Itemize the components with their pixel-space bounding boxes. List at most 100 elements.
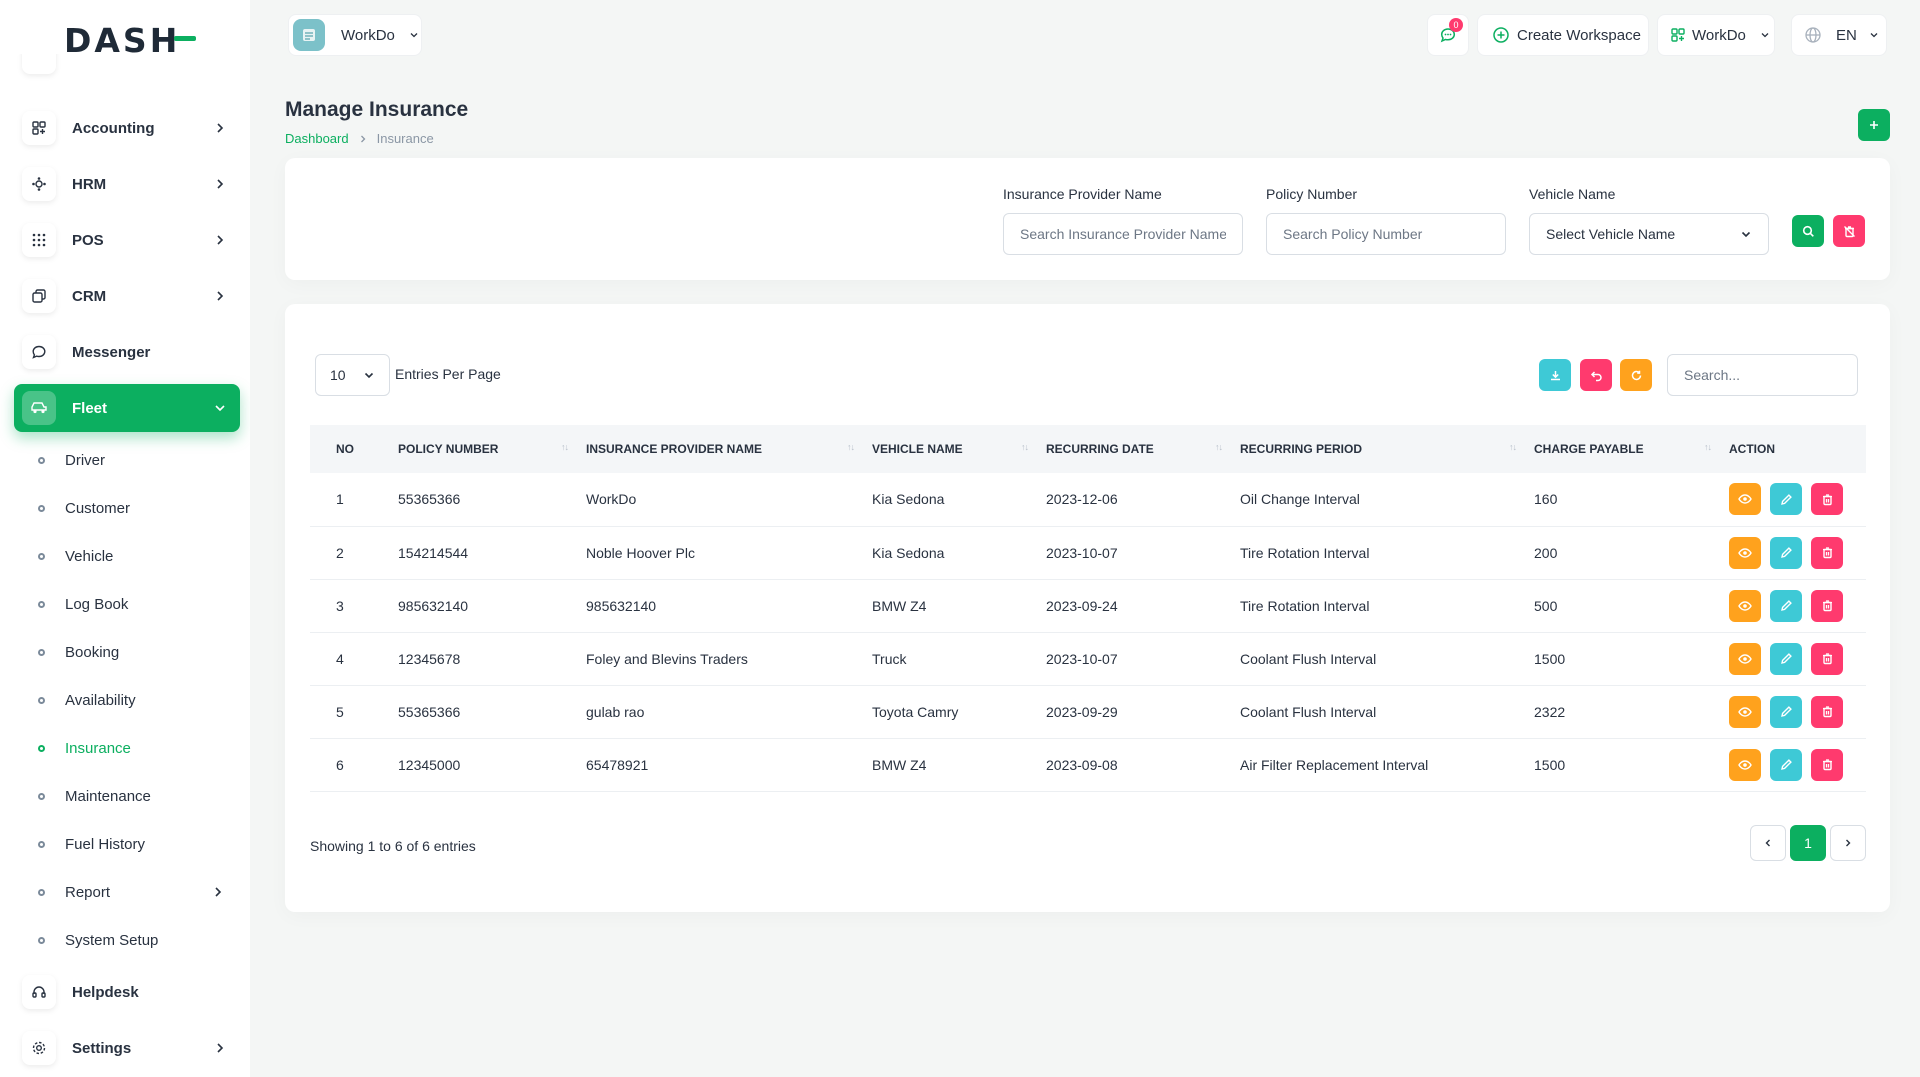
bullet-icon [38, 504, 45, 512]
reset-filter-button[interactable] [1833, 215, 1865, 247]
bullet-icon [38, 792, 45, 800]
search-icon [1802, 225, 1814, 237]
sidebar-subitem-report[interactable]: Report [38, 877, 238, 907]
pagination-page-button[interactable]: 1 [1790, 825, 1826, 861]
edit-button[interactable] [1770, 642, 1802, 675]
sidebar-subitem-system-setup[interactable]: System Setup [38, 925, 238, 955]
sidebar-subitem-insurance[interactable]: Insurance [38, 733, 238, 763]
view-button[interactable] [1729, 536, 1761, 569]
cell-policy-number: 55365366 [398, 685, 586, 739]
page-title: Manage Insurance [285, 98, 469, 121]
sidebar-subitem-fuel-history[interactable]: Fuel History [38, 829, 238, 859]
edit-button[interactable] [1770, 695, 1802, 728]
cell-policy-number: 154214544 [398, 526, 586, 580]
delete-button[interactable] [1811, 642, 1843, 675]
column-header-recurring-period[interactable]: RECURRING PERIOD ↑↓ [1240, 425, 1534, 473]
sidebar-item-settings[interactable]: Settings [14, 1024, 240, 1072]
delete-button[interactable] [1811, 589, 1843, 622]
sidebar-item-hrm[interactable]: HRM [14, 160, 240, 208]
pagination-next-button[interactable] [1830, 825, 1866, 861]
sort-icon: ↑↓ [561, 442, 569, 452]
sidebar-item-label: Messenger [72, 343, 151, 361]
cell-vehicle: Kia Sedona [872, 526, 1046, 580]
delete-button[interactable] [1811, 695, 1843, 728]
sidebar-subitem-label: Availability [65, 691, 136, 709]
cell-recurring-date: 2023-09-29 [1046, 685, 1240, 739]
table-search-input[interactable] [1667, 354, 1858, 396]
chat-icon [1440, 28, 1456, 43]
view-button[interactable] [1729, 483, 1761, 516]
pencil-icon [1780, 653, 1792, 664]
breadcrumb-home[interactable]: Dashboard [285, 131, 349, 146]
undo-button[interactable] [1580, 359, 1612, 391]
cell-no: 1 [310, 473, 398, 527]
cell-actions [1729, 526, 1866, 580]
chevron-right-icon [217, 123, 224, 133]
delete-button[interactable] [1811, 536, 1843, 569]
edit-button[interactable] [1770, 589, 1802, 622]
sort-icon: ↑↓ [847, 442, 855, 452]
sidebar-item-fleet[interactable]: Fleet [14, 384, 240, 432]
view-button[interactable] [1729, 748, 1761, 781]
chevron-down-icon [364, 372, 374, 379]
sidebar-item-messenger[interactable]: Messenger [14, 328, 240, 376]
column-header-charge-payable[interactable]: CHARGE PAYABLE ↑↓ [1534, 425, 1729, 473]
add-insurance-button[interactable] [1858, 109, 1890, 141]
view-button[interactable] [1729, 642, 1761, 675]
edit-button[interactable] [1770, 483, 1802, 516]
edit-button[interactable] [1770, 748, 1802, 781]
create-workspace-label: Create Workspace [1517, 26, 1641, 44]
provider-filter-label: Insurance Provider Name [1003, 186, 1162, 202]
gear-icon [22, 1031, 56, 1065]
vehicle-select[interactable]: Select Vehicle Name [1529, 213, 1769, 255]
chevron-right-icon [217, 291, 224, 301]
column-header-policy-number[interactable]: POLICY NUMBER ↑↓ [398, 425, 586, 473]
create-workspace-button[interactable]: Create Workspace [1477, 14, 1649, 56]
cell-vehicle: Truck [872, 632, 1046, 686]
refresh-button[interactable] [1620, 359, 1652, 391]
sidebar-subitem-customer[interactable]: Customer [38, 493, 238, 523]
table-row: 1 55365366 WorkDo Kia Sedona 2023-12-06 … [310, 473, 1866, 527]
sort-icon: ↑↓ [1704, 442, 1712, 452]
cell-recurring-period: Tire Rotation Interval [1240, 579, 1534, 633]
workspace-avatar [293, 19, 325, 51]
apply-filter-button[interactable] [1792, 215, 1824, 247]
sidebar-subitem-driver[interactable]: Driver [38, 445, 238, 475]
accounting-icon [22, 111, 56, 145]
entries-per-page-select[interactable]: 10 [315, 354, 390, 396]
sidebar-item-accounting[interactable]: Accounting [14, 104, 240, 152]
sidebar-subitem-maintenance[interactable]: Maintenance [38, 781, 238, 811]
language-dropdown[interactable]: EN [1791, 14, 1887, 56]
column-header-provider[interactable]: INSURANCE PROVIDER NAME ↑↓ [586, 425, 872, 473]
vehicle-select-value: Select Vehicle Name [1546, 226, 1676, 242]
column-header-no[interactable]: NO [310, 425, 398, 473]
column-header-recurring-date[interactable]: RECURRING DATE ↑↓ [1046, 425, 1240, 473]
delete-button[interactable] [1811, 748, 1843, 781]
sidebar-item-helpdesk[interactable]: Helpdesk [14, 968, 240, 1016]
sidebar-subitem-vehicle[interactable]: Vehicle [38, 541, 238, 571]
sidebar-subitem-log-book[interactable]: Log Book [38, 589, 238, 619]
messages-button[interactable]: 0 [1427, 14, 1469, 56]
user-workspace-dropdown[interactable]: WorkDo [1657, 14, 1775, 56]
column-header-vehicle[interactable]: VEHICLE NAME ↑↓ [872, 425, 1046, 473]
cell-provider: gulab rao [586, 685, 872, 739]
view-button[interactable] [1729, 695, 1761, 728]
view-button[interactable] [1729, 589, 1761, 622]
policy-search-input[interactable] [1266, 213, 1506, 255]
pagination-prev-button[interactable] [1750, 825, 1786, 861]
sidebar-subitem-booking[interactable]: Booking [38, 637, 238, 667]
delete-button[interactable] [1811, 483, 1843, 516]
app-logo[interactable]: DASH [64, 22, 197, 58]
sidebar-item-pos[interactable]: POS [14, 216, 240, 264]
sidebar-subitem-availability[interactable]: Availability [38, 685, 238, 715]
undo-icon [1590, 370, 1602, 381]
sidebar-item-crm[interactable]: CRM [14, 272, 240, 320]
workspace-switcher[interactable]: WorkDo [288, 14, 422, 56]
chevron-right-icon [215, 887, 222, 897]
trash-icon [1822, 494, 1832, 505]
edit-button[interactable] [1770, 536, 1802, 569]
export-button[interactable] [1539, 359, 1571, 391]
provider-search-input[interactable] [1003, 213, 1243, 255]
bullet-icon [38, 888, 45, 896]
cell-provider: Noble Hoover Plc [586, 526, 872, 580]
